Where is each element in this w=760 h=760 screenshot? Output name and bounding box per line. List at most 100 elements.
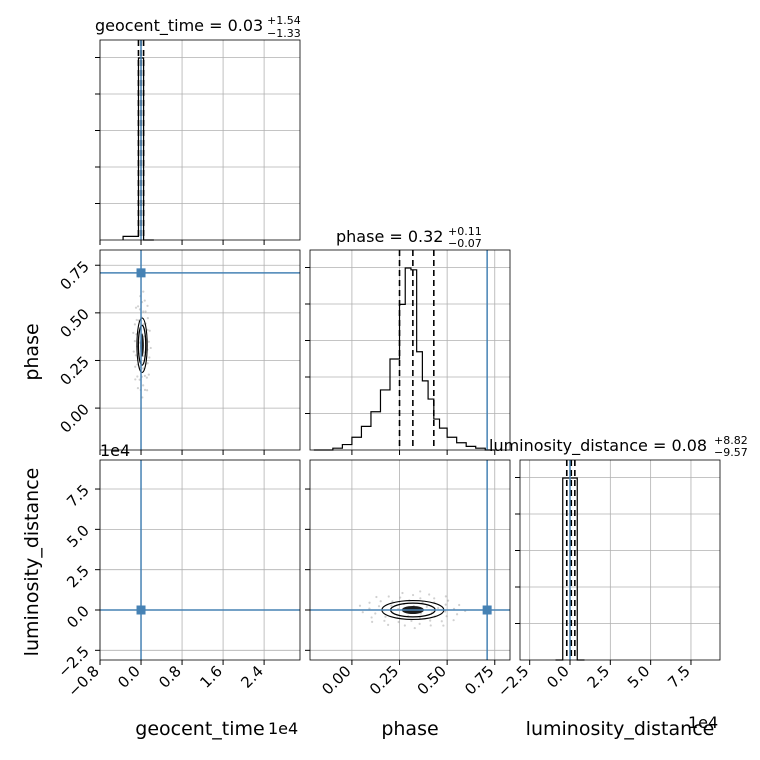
panel-geocent-time-vs-geocent-time (95, 39, 301, 245)
tick-label-x: 2.4 (237, 662, 267, 692)
sample-point (143, 388, 147, 391)
tick-label-y: 7.5 (63, 481, 93, 511)
sample-point (142, 384, 145, 387)
sample-point (429, 619, 432, 622)
sample-point (446, 599, 450, 602)
sample-point (147, 373, 150, 376)
xlabel-geocent-time: geocent_time (135, 718, 264, 740)
tick-label-x: 0.00 (318, 662, 354, 698)
panel-phase-vs-geocent-time: 0.00 0.25 0.50 0.75 (56, 249, 301, 455)
sample-point (132, 331, 135, 334)
sample-point (136, 305, 140, 308)
sample-point (418, 616, 422, 620)
sample-point (397, 620, 400, 624)
tick-label-x: −2.5 (494, 662, 532, 700)
sample-point (134, 354, 137, 357)
offset-label-luminosity-distance-y: 1e4 (100, 441, 130, 460)
sample-point (133, 323, 136, 326)
sample-point (146, 389, 149, 392)
panels: 0.000.250.500.75−0.8 0.0 0.8 1.6 2.4−2.50.02… (54, 39, 721, 701)
sample-point (138, 341, 141, 344)
sample-point (142, 367, 145, 370)
tick-label-y: 0.0 (63, 602, 93, 632)
tick-label-x: 5.0 (624, 662, 654, 692)
tick-label-y: 5.0 (63, 521, 93, 551)
title-geocent-time: geocent_time = 0.03 +1.54 −1.33 (95, 14, 301, 40)
sample-point (146, 362, 149, 365)
panel-luminosity-distance-vs-phase: 0.00 0.25 0.50 0.75 (305, 459, 511, 698)
sample-point (144, 310, 147, 313)
sample-point (148, 356, 151, 359)
tick-label-y: 0.50 (56, 305, 92, 341)
injection-marker (136, 268, 146, 278)
injection-marker (136, 605, 146, 615)
tick-label-x: 2.5 (584, 662, 614, 692)
tick-label-x: 1.6 (196, 662, 226, 692)
sample-point (138, 378, 141, 381)
tick-label-x: 0.50 (414, 662, 450, 698)
sample-point (133, 340, 136, 343)
tick-label-y: 0.25 (56, 353, 92, 389)
contour-outer (136, 317, 148, 374)
sample-point (401, 591, 404, 595)
sample-point (411, 593, 415, 597)
tick-label-x: 0.25 (366, 662, 402, 698)
title-phase-plus: +0.11 (448, 225, 482, 238)
sample-point (134, 306, 138, 309)
sample-point (444, 603, 447, 606)
sample-point (368, 607, 371, 610)
panel-frame (99, 39, 301, 241)
sample-point (142, 310, 145, 313)
panel-phase-vs-phase (305, 249, 511, 455)
panel-luminosity-distance-vs-luminosity-distance: −2.5 0.0 2.5 5.0 7.5 (494, 459, 721, 701)
sample-point (145, 376, 148, 379)
histogram-phase (313, 267, 495, 451)
sample-point (428, 593, 431, 596)
sample-point (358, 604, 362, 607)
sample-point (444, 595, 447, 598)
tick-label-y: 0.00 (56, 400, 92, 436)
title-geocent-time-plus: +1.54 (267, 14, 301, 27)
sample-point (390, 604, 393, 607)
sample-point (141, 396, 144, 399)
tick-label-x: 0.75 (461, 662, 497, 698)
panel-frame (309, 459, 511, 661)
sample-point (142, 290, 145, 293)
sample-point (399, 596, 402, 599)
sample-point (375, 595, 378, 599)
sample-point (419, 590, 422, 593)
sample-point (142, 323, 145, 326)
sample-point (371, 620, 374, 623)
sample-point (425, 605, 428, 608)
sample-point (403, 624, 406, 627)
sample-point (377, 605, 381, 608)
panel-frame (519, 459, 721, 661)
sample-point (143, 299, 146, 302)
xlabel-luminosity-distance: luminosity_distance (526, 718, 715, 740)
injection-marker (482, 605, 492, 615)
sample-point (452, 619, 455, 622)
sample-point (433, 597, 436, 600)
sample-point (146, 317, 149, 320)
offset-label-luminosity-distance-x: 1e4 (688, 713, 718, 732)
sample-point (383, 619, 386, 622)
tick-label-x: 0.0 (543, 662, 573, 692)
tick-label-y: 0.75 (56, 257, 92, 293)
sample-point (413, 626, 416, 630)
tick-label-x: 0.0 (114, 662, 144, 692)
tick-label-x: 7.5 (664, 662, 694, 692)
title-luminosity-distance-plus: +8.82 (714, 434, 748, 447)
sample-point (418, 622, 421, 625)
sample-point (379, 600, 382, 603)
ylabel-phase: phase (21, 323, 43, 380)
sample-point (410, 619, 413, 623)
sample-point (146, 304, 149, 307)
sample-point (440, 620, 443, 623)
title-geocent-time-minus: −1.33 (267, 27, 301, 40)
tick-label-x: 0.8 (155, 662, 185, 692)
panel-luminosity-distance-vs-geocent-time: −0.8 0.0 0.8 1.6 2.4−2.50.02.55.07.5 (54, 459, 301, 701)
sample-point (136, 375, 139, 378)
panel-frame (99, 249, 301, 451)
sample-point (134, 378, 137, 381)
sample-point (368, 601, 371, 604)
